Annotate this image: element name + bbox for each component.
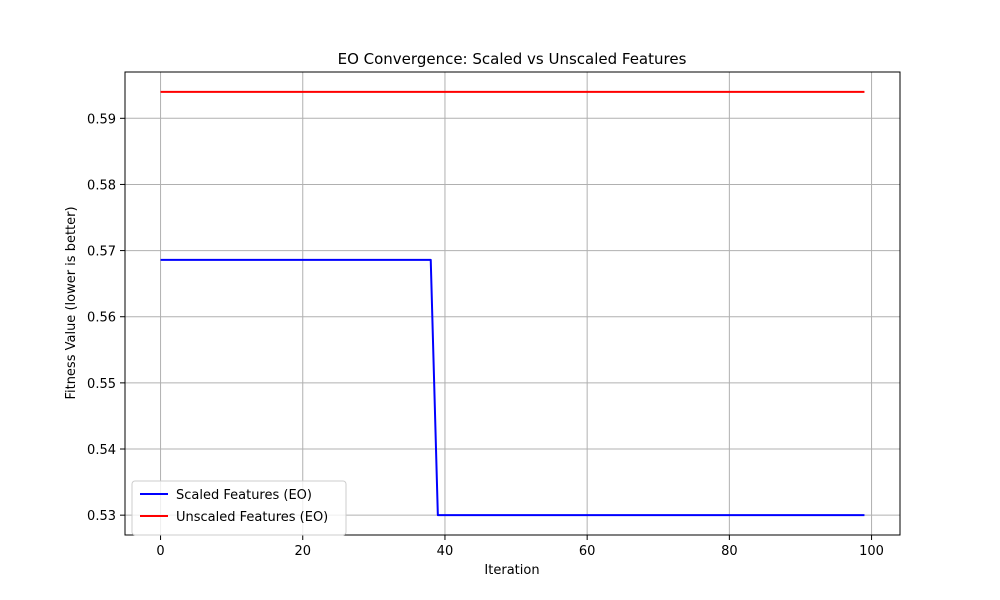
y-tick-label: 0.55 bbox=[87, 377, 116, 392]
grid-lines bbox=[125, 72, 900, 535]
y-tick-label: 0.57 bbox=[87, 245, 116, 260]
x-tick-label: 0 bbox=[156, 544, 164, 559]
x-axis-label: Iteration bbox=[484, 563, 539, 578]
legend-label-0: Scaled Features (EO) bbox=[176, 488, 312, 503]
x-tick-label: 20 bbox=[294, 544, 311, 559]
plot-frame bbox=[124, 71, 901, 536]
y-tick-label: 0.53 bbox=[87, 509, 116, 524]
x-tick-label: 60 bbox=[579, 544, 596, 559]
legend: Scaled Features (EO) Unscaled Features (E… bbox=[131, 480, 347, 536]
y-tick-label: 0.59 bbox=[87, 112, 116, 127]
series-lines bbox=[160, 90, 865, 517]
axis-ticks: 0 20 40 60 80 100 0.53 0.54 0.55 0.56 0.57 0.58 0.59 bbox=[87, 112, 884, 559]
chart-title: EO Convergence: Scaled vs Unscaled Featu… bbox=[338, 50, 687, 68]
x-tick-label: 100 bbox=[859, 544, 884, 559]
series-line-0 bbox=[160, 258, 865, 517]
y-tick-label: 0.58 bbox=[87, 178, 116, 193]
legend-label-1: Unscaled Features (EO) bbox=[176, 510, 328, 525]
y-tick-label: 0.56 bbox=[87, 311, 116, 326]
y-axis-label: Fitness Value (lower is better) bbox=[64, 206, 79, 399]
y-tick-label: 0.54 bbox=[87, 443, 116, 458]
x-tick-label: 80 bbox=[721, 544, 738, 559]
legend-box bbox=[131, 480, 347, 536]
x-tick-label: 40 bbox=[437, 544, 454, 559]
